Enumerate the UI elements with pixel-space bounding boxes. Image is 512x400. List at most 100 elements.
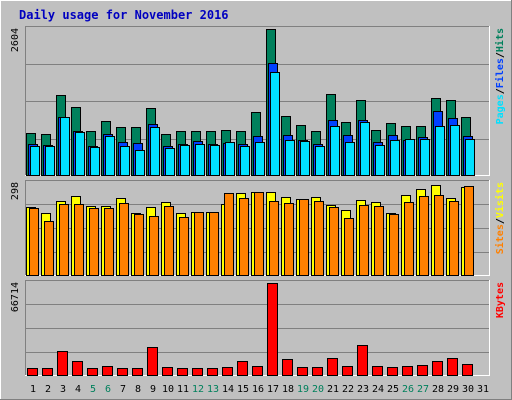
- chart-panels: 2604Pages/Files/Hits298Sites/Visits66714…: [10, 26, 506, 376]
- bar-pages-5: [90, 147, 100, 176]
- legend-kbytes: KBytes: [495, 282, 506, 318]
- y-max-label-hits: 2604: [10, 28, 21, 52]
- bar-kbytes-22: [342, 366, 353, 376]
- bar-sites-23: [359, 205, 369, 276]
- x-tick-label: 3: [60, 384, 66, 395]
- bar-pages-28: [435, 126, 445, 176]
- x-tick-label: 11: [177, 384, 189, 395]
- bar-kbytes-14: [222, 367, 233, 376]
- legend-entry: /: [495, 88, 506, 94]
- bar-sites-4: [74, 204, 84, 276]
- x-tick-label: 18: [282, 384, 294, 395]
- chart-title: Daily usage for November 2016: [19, 8, 229, 22]
- bar-pages-2: [45, 146, 55, 176]
- bar-kbytes-30: [462, 364, 473, 376]
- bar-sites-6: [104, 208, 114, 276]
- legend-entry: Files: [494, 58, 506, 88]
- bar-pages-4: [75, 132, 85, 176]
- x-tick-label: 30: [462, 384, 474, 395]
- bar-sites-8: [134, 214, 144, 276]
- legend-entry: /: [495, 52, 506, 58]
- bar-sites-5: [89, 208, 99, 276]
- x-tick-label: 26: [402, 384, 414, 395]
- series-sites: [29, 186, 474, 276]
- bar-kbytes-16: [252, 366, 263, 376]
- bar-pages-18: [285, 140, 295, 176]
- bar-sites-1: [29, 208, 39, 276]
- legend-entry: Pages: [495, 94, 506, 124]
- bar-pages-12: [195, 144, 205, 176]
- x-tick-label: 23: [357, 384, 369, 395]
- bar-kbytes-11: [177, 368, 188, 376]
- bar-sites-7: [119, 203, 129, 276]
- bar-kbytes-1: [27, 368, 38, 376]
- x-tick-label: 5: [90, 384, 96, 395]
- bar-sites-27: [419, 196, 429, 276]
- bar-kbytes-26: [402, 366, 413, 376]
- bar-pages-11: [180, 145, 190, 176]
- bar-pages-29: [450, 125, 460, 176]
- x-tick-label: 13: [207, 384, 219, 395]
- bar-pages-6: [105, 136, 115, 176]
- bar-kbytes-20: [312, 367, 323, 376]
- bar-sites-24: [374, 206, 384, 276]
- bar-sites-12: [194, 212, 204, 276]
- bar-sites-22: [344, 218, 354, 276]
- panel-visits: 298 Sites/Visits: [10, 180, 506, 276]
- x-tick-label: 4: [75, 384, 81, 395]
- bar-sites-21: [329, 207, 339, 276]
- x-tick-label: 25: [387, 384, 399, 395]
- bar-pages-27: [420, 139, 430, 176]
- bar-pages-22: [345, 142, 355, 176]
- bar-pages-10: [165, 148, 175, 176]
- x-tick-label: 12: [192, 384, 204, 395]
- bar-kbytes-5: [87, 368, 98, 376]
- bar-sites-19: [299, 199, 309, 276]
- bar-pages-1: [30, 146, 40, 176]
- bar-kbytes-3: [57, 351, 68, 376]
- bar-kbytes-17: [267, 283, 278, 376]
- bar-pages-23: [360, 122, 370, 176]
- legend-entry: KBytes: [495, 282, 506, 318]
- bar-sites-16: [254, 192, 264, 276]
- bar-pages-20: [315, 146, 325, 176]
- bar-sites-15: [239, 198, 249, 276]
- bar-sites-25: [389, 214, 399, 276]
- x-tick-label: 24: [372, 384, 384, 395]
- x-tick-label: 8: [135, 384, 141, 395]
- x-tick-label: 29: [447, 384, 459, 395]
- bar-kbytes-23: [357, 345, 368, 376]
- x-tick-label: 7: [120, 384, 126, 395]
- bar-kbytes-10: [162, 367, 173, 376]
- bar-kbytes-15: [237, 361, 248, 376]
- bar-sites-28: [434, 195, 444, 276]
- bar-pages-17: [270, 72, 280, 176]
- bar-kbytes-27: [417, 365, 428, 376]
- bar-kbytes-2: [42, 368, 53, 376]
- bar-kbytes-7: [117, 368, 128, 376]
- y-max-label-kbytes: 66714: [10, 282, 21, 312]
- x-tick-label: 28: [432, 384, 444, 395]
- x-tick-label: 16: [252, 384, 264, 395]
- bar-pages-19: [300, 141, 310, 176]
- x-tick-label: 6: [105, 384, 111, 395]
- bar-pages-21: [330, 126, 340, 176]
- x-tick-label: 15: [237, 384, 249, 395]
- bar-pages-3: [60, 117, 70, 176]
- bar-sites-20: [314, 201, 324, 276]
- bar-sites-17: [269, 201, 279, 276]
- bar-pages-25: [390, 140, 400, 176]
- bar-kbytes-24: [372, 366, 383, 376]
- x-tick-label: 14: [222, 384, 234, 395]
- legend-entry: /: [495, 218, 506, 224]
- bar-kbytes-25: [387, 367, 398, 376]
- bar-kbytes-6: [102, 366, 113, 376]
- bar-sites-18: [284, 203, 294, 276]
- legend-entry: Visits: [494, 182, 506, 218]
- x-tick-label: 20: [312, 384, 324, 395]
- bar-pages-9: [150, 127, 160, 176]
- y-max-label-visits: 298: [10, 182, 21, 200]
- bar-pages-30: [465, 139, 475, 176]
- bar-kbytes-12: [192, 368, 203, 376]
